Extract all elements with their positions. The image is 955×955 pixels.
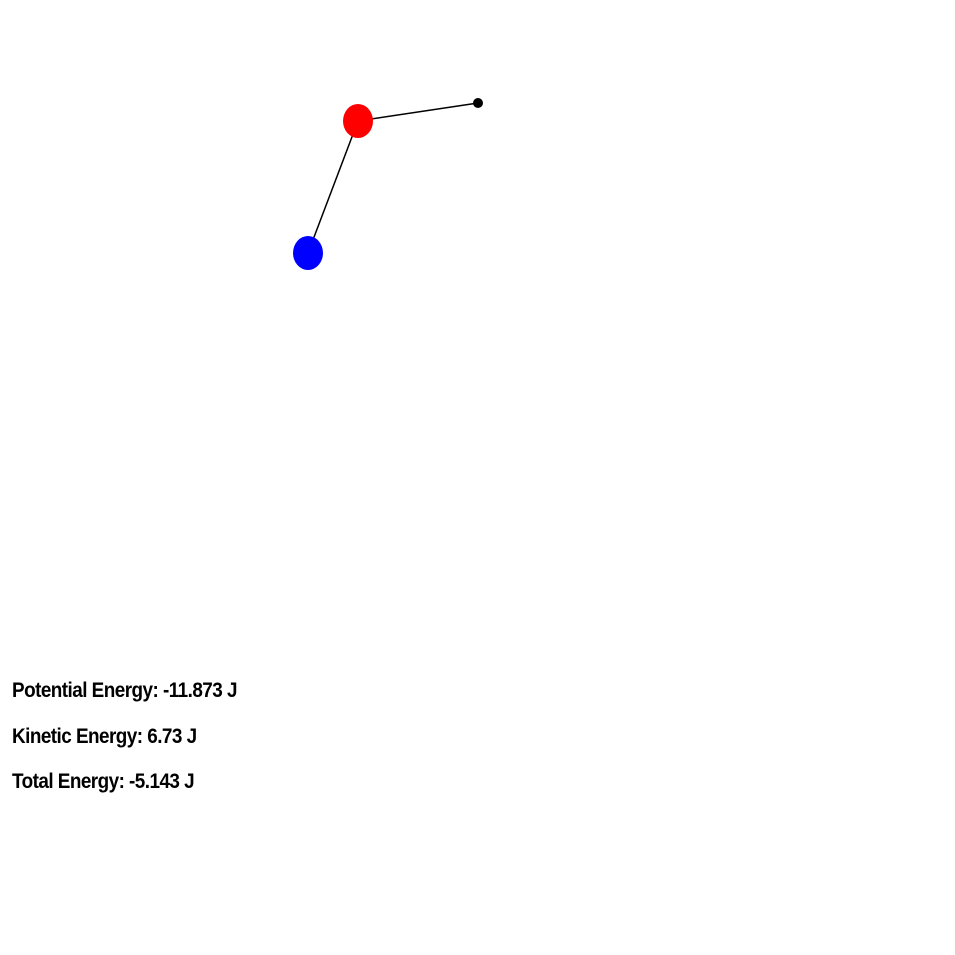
pivot-point [473,98,483,108]
lower-rod [307,120,359,254]
upper-bob [343,104,373,138]
upper-rod [357,102,479,122]
total-energy-readout: Total Energy: -5.143 J [12,770,195,793]
kinetic-energy-readout: Kinetic Energy: 6.73 J [12,725,197,748]
potential-energy-readout: Potential Energy: -11.873 J [12,679,237,702]
lower-bob [293,236,323,270]
